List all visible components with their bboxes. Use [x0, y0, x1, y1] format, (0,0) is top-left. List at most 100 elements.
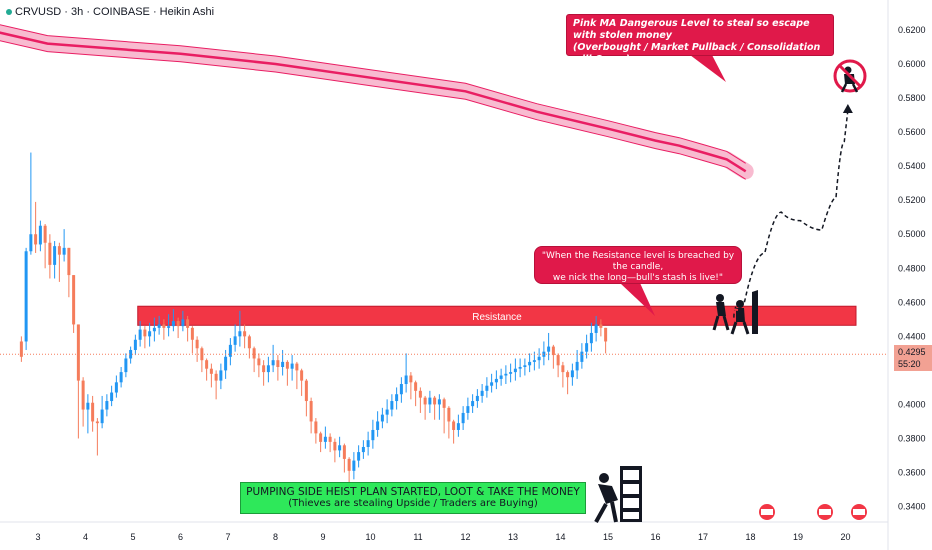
candle-body	[276, 360, 280, 367]
candle	[604, 327, 608, 354]
candle	[124, 353, 128, 378]
candle-body	[461, 412, 465, 424]
candle-body	[480, 390, 484, 396]
candle-body	[100, 409, 104, 424]
candle	[504, 365, 508, 385]
candle	[414, 380, 418, 407]
symbol-title[interactable]: CRVUSD · 3h · COINBASE · Heikin Ashi	[6, 6, 214, 18]
pink-note-pointer	[690, 55, 726, 82]
candle-body	[162, 324, 166, 328]
candle	[133, 334, 137, 356]
candle-body	[186, 319, 190, 328]
event-flag-icon[interactable]	[817, 504, 833, 520]
candle	[81, 377, 85, 427]
candle-body	[243, 331, 247, 337]
candle-body	[38, 225, 42, 245]
candle-body	[262, 365, 266, 373]
candle	[461, 406, 465, 430]
time-tick-label: 13	[508, 532, 518, 542]
candle	[580, 343, 584, 369]
time-tick-label: 19	[793, 532, 803, 542]
candle-body	[585, 343, 589, 352]
candle	[509, 363, 513, 383]
candle	[224, 349, 228, 379]
price-tick-label: 0.4000	[898, 399, 926, 409]
price-tick-label: 0.6000	[898, 59, 926, 69]
candle-body	[290, 363, 294, 369]
candle-body	[390, 401, 394, 410]
candle-body	[433, 397, 437, 405]
candle-body	[376, 421, 380, 430]
candle	[390, 394, 394, 417]
event-flag-icon[interactable]	[759, 504, 775, 520]
price-tick-label: 0.5200	[898, 195, 926, 205]
price-tick-label: 0.5000	[898, 229, 926, 239]
candle-body	[95, 421, 99, 424]
candle-body	[238, 331, 242, 337]
candle	[228, 338, 232, 366]
candle	[247, 334, 251, 359]
candle-body	[86, 402, 90, 410]
candle-body	[205, 360, 209, 369]
candle	[589, 322, 593, 352]
candle-body	[19, 341, 23, 357]
candle-body	[428, 397, 432, 405]
candle-body	[91, 402, 95, 422]
candle-body	[281, 361, 285, 367]
candle-body	[24, 251, 28, 342]
price-tick-label: 0.4400	[898, 331, 926, 341]
candle	[338, 436, 342, 458]
candle	[110, 385, 114, 407]
heist-plan-line2: (Thieves are stealing Upside / Traders a…	[288, 498, 538, 509]
candle	[556, 353, 560, 378]
candle-body	[233, 336, 237, 345]
candle	[342, 443, 346, 473]
candle	[295, 361, 299, 390]
grid	[0, 0, 889, 550]
candle-body	[537, 356, 541, 361]
candle-body	[485, 385, 489, 391]
candle	[513, 358, 517, 381]
pink-ma-note-line1: Pink MA Dangerous Level to steal so esca…	[573, 18, 810, 41]
candle-body	[110, 392, 114, 402]
candle	[466, 397, 470, 420]
resistance-quote-note: "When the Resistance level is breached b…	[534, 246, 742, 284]
candle-body	[328, 436, 332, 442]
candle	[266, 356, 270, 383]
candle	[594, 315, 598, 342]
candle-body	[228, 344, 232, 357]
event-flag-icon[interactable]	[851, 504, 867, 520]
quote-pointer	[620, 283, 655, 316]
candle-body	[347, 458, 351, 471]
candle	[333, 438, 337, 463]
candle	[570, 363, 574, 386]
candle-body	[414, 382, 418, 391]
resistance-label: Resistance	[472, 312, 522, 323]
heist-plan-line1: PUMPING SIDE HEIST PLAN STARTED, LOOT & …	[246, 486, 580, 498]
candle	[233, 324, 237, 352]
candle	[404, 353, 408, 393]
candle	[243, 324, 247, 349]
candle	[361, 440, 365, 459]
candle	[95, 418, 99, 456]
candle	[285, 360, 289, 386]
candle-body	[48, 242, 52, 265]
candle	[385, 399, 389, 424]
candle-body	[314, 421, 318, 434]
time-tick-label: 14	[555, 532, 565, 542]
candle-body	[309, 401, 313, 422]
candle	[523, 358, 527, 376]
candle-body	[580, 351, 584, 362]
candle	[518, 358, 522, 378]
candle	[376, 411, 380, 437]
time-tick-label: 7	[225, 532, 230, 542]
candle-body	[81, 380, 85, 410]
candle	[323, 426, 327, 449]
time-tick-label: 15	[603, 532, 613, 542]
candle	[447, 406, 451, 439]
price-axis[interactable]: 0.6200 0.6000 0.5800 0.5600 0.5400 0.5200 0.50…	[898, 25, 926, 512]
candle-body	[224, 356, 228, 371]
candle	[290, 355, 294, 381]
candle-body	[551, 346, 555, 356]
time-axis[interactable]: 3 4 5 6 7 8 9 10 11 12 13 14 15 16 17 18 19 20	[35, 532, 850, 542]
